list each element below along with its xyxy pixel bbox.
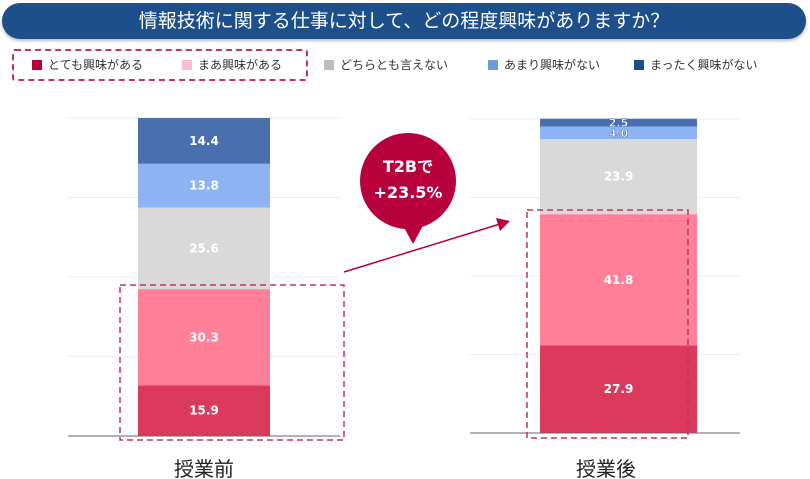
bar-segment xyxy=(540,345,697,433)
category-label: 授業後 xyxy=(576,457,636,479)
bar-segment xyxy=(138,385,270,436)
legend-swatch xyxy=(324,60,334,70)
data-label: 13.8 xyxy=(189,179,219,193)
legend-swatch xyxy=(488,60,498,70)
data-label: 27.9 xyxy=(604,382,634,396)
category-label: 授業前 xyxy=(174,457,234,479)
data-label: 4.0 xyxy=(609,127,629,140)
bar-segment xyxy=(138,289,270,386)
bar-segment xyxy=(540,118,697,127)
bar-segment xyxy=(138,207,270,290)
legend-swatch xyxy=(634,60,644,70)
legend-item: あまり興味がない xyxy=(488,56,600,73)
annotation-line2: +23.5% xyxy=(374,183,443,202)
bar-segment xyxy=(540,126,697,140)
data-label: 25.6 xyxy=(189,241,219,255)
data-label: 15.9 xyxy=(189,404,219,418)
legend-label: あまり興味がない xyxy=(504,58,601,72)
t2b-legend-highlight xyxy=(12,49,308,81)
arrow-line xyxy=(343,223,501,273)
bar-segment xyxy=(138,118,270,164)
data-label: 14.4 xyxy=(189,134,219,148)
t2b-highlight-before xyxy=(119,284,345,441)
data-label: 41.8 xyxy=(604,273,634,287)
bar-segment xyxy=(540,214,697,346)
legend-item: まったく興味がない xyxy=(634,56,758,73)
legend-swatch xyxy=(182,60,192,70)
legend-swatch xyxy=(32,60,42,70)
annotation-line1: T2Bで xyxy=(383,157,433,176)
data-label: 23.9 xyxy=(604,170,634,184)
data-label: 2.5 xyxy=(609,117,629,130)
data-label: 30.3 xyxy=(189,330,219,344)
chart-title: 情報技術に関する仕事に対して、どの程度興味がありますか？ xyxy=(2,3,806,39)
legend-item: とても興味がある xyxy=(32,56,143,73)
bar-segment xyxy=(138,163,270,208)
legend-label: とても興味がある xyxy=(48,58,144,72)
legend-item: どちらとも言えない xyxy=(324,56,448,73)
bar-segment xyxy=(540,139,697,215)
arrow-head xyxy=(496,218,510,231)
legend-label: どちらとも言えない xyxy=(340,58,449,72)
annotation-bubble xyxy=(360,133,456,229)
t2b-highlight-after xyxy=(526,209,689,439)
legend-label: まあ興味がある xyxy=(198,58,283,72)
legend-item: まあ興味がある xyxy=(182,56,282,73)
legend-label: まったく興味がない xyxy=(650,58,758,72)
